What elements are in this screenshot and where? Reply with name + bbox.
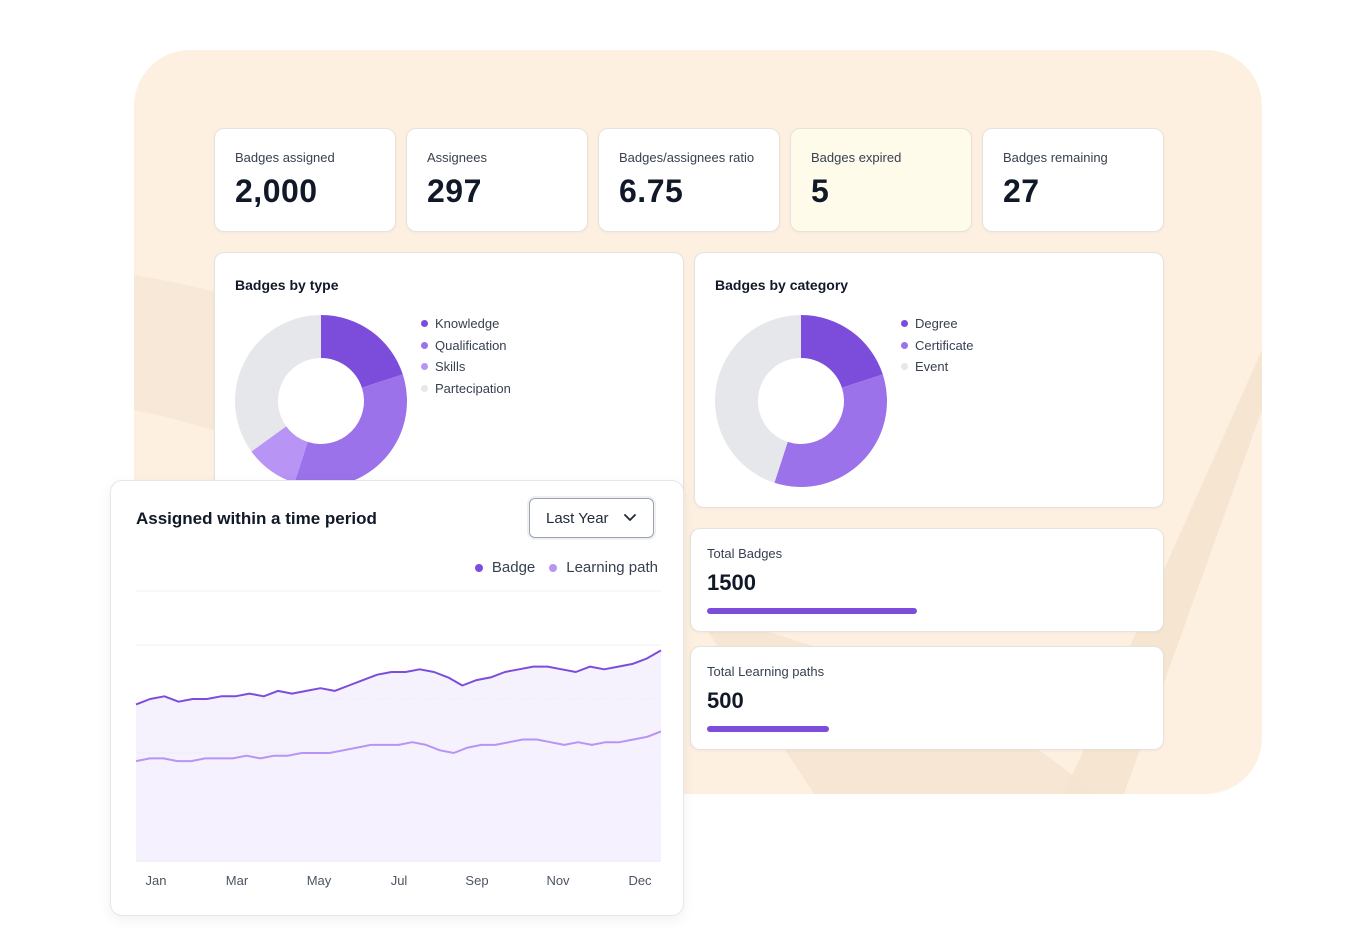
legend-label: Skills (435, 359, 466, 375)
legend-item-partecipation: Partecipation (421, 378, 511, 400)
legend-item-knowledge: Knowledge (421, 313, 511, 335)
stat-card-badges-expired: Badges expired 5 (790, 128, 972, 232)
legend-label: Knowledge (435, 316, 500, 332)
type-slice-partecipation (235, 315, 321, 452)
stat-card-ratio: Badges/assignees ratio 6.75 (598, 128, 780, 232)
total-badges-progress (707, 608, 1127, 614)
stat-value: 5 (811, 173, 830, 209)
stat-value: 27 (1003, 173, 1040, 209)
stat-value: 297 (427, 173, 482, 209)
x-tick-label: Jan (146, 873, 167, 888)
total-label: Total Learning paths (707, 664, 825, 679)
badges-by-category-donut (715, 315, 887, 487)
legend-dot (901, 363, 908, 371)
legend-item-qualification: Qualification (421, 335, 511, 357)
total-value: 1500 (707, 570, 756, 595)
area-chart: Jan Mar May Jul Sep Nov Dec (135, 590, 662, 888)
assigned-time-period-card: Assigned within a time period Last Year … (110, 480, 684, 916)
badges-by-category-panel: Badges by category Degree Certificate Ev… (694, 252, 1164, 508)
panel-title: Badges by category (715, 277, 849, 293)
type-slice-qualification (294, 374, 407, 487)
total-learning-paths-progress (707, 726, 1127, 732)
stat-card-assignees: Assignees 297 (406, 128, 588, 232)
stat-value: 6.75 (619, 173, 684, 209)
total-badges-card: Total Badges 1500 (690, 528, 1164, 632)
total-learning-paths-card: Total Learning paths 500 (690, 646, 1164, 750)
legend-item-event: Event (901, 356, 974, 378)
x-tick-label: Sep (465, 873, 488, 888)
stat-value: 2,000 (235, 173, 318, 209)
period-dropdown[interactable]: Last Year (529, 498, 654, 538)
category-slice-event (715, 315, 801, 483)
x-tick-label: Mar (226, 873, 249, 888)
stat-label: Badges remaining (1003, 150, 1108, 165)
type-slice-skills (251, 426, 308, 483)
badges-by-category-legend: Degree Certificate Event (901, 313, 974, 378)
legend-dot (901, 320, 908, 328)
x-tick-label: Jul (391, 873, 408, 888)
stat-label: Badges/assignees ratio (619, 150, 755, 165)
series-line-badge (135, 649, 662, 706)
badges-by-type-panel: Badges by type Knowledge Qualification S… (214, 252, 684, 508)
category-slice-certificate (774, 374, 887, 487)
stat-card-badges-remaining: Badges remaining 27 (982, 128, 1164, 232)
legend-dot (421, 363, 428, 371)
legend-item-skills: Skills (421, 356, 511, 378)
total-label: Total Badges (707, 546, 783, 561)
legend-label: Event (915, 359, 949, 375)
progress-fill (707, 608, 917, 614)
legend-label: Degree (915, 316, 958, 332)
legend-label: Qualification (435, 337, 507, 353)
legend-label: Partecipation (435, 380, 511, 396)
legend-item-learning-path: Learning path (549, 559, 658, 576)
progress-fill (707, 726, 829, 732)
badges-by-type-donut (235, 315, 407, 487)
chevron-down-icon (624, 514, 636, 521)
legend-item-certificate: Certificate (901, 335, 974, 357)
x-tick-label: Dec (628, 873, 652, 888)
stat-label: Assignees (427, 150, 487, 165)
x-tick-label: May (307, 873, 332, 888)
panel-title: Badges by type (235, 277, 339, 293)
legend-item-degree: Degree (901, 313, 974, 335)
area-fill-learning-path (136, 731, 661, 861)
total-value: 500 (707, 688, 744, 713)
legend-dot (901, 341, 908, 349)
dropdown-value: Last Year (546, 509, 609, 527)
legend-dot (421, 341, 428, 349)
x-tick-label: Nov (546, 873, 570, 888)
type-slice-knowledge (321, 315, 403, 388)
stat-label: Badges expired (811, 150, 902, 165)
stat-label: Badges assigned (235, 150, 335, 165)
chart-legend: Badge Learning path (474, 559, 658, 576)
legend-dot (474, 563, 483, 572)
legend-label: Badge (491, 559, 536, 576)
badges-by-type-legend: Knowledge Qualification Skills Partecipa… (421, 313, 511, 399)
stat-card-badges-assigned: Badges assigned 2,000 (214, 128, 396, 232)
chart-title: Assigned within a time period (136, 509, 377, 528)
legend-dot (421, 384, 428, 392)
category-slice-degree (801, 315, 883, 388)
legend-dot (549, 563, 558, 572)
legend-dot (421, 320, 428, 328)
legend-label: Certificate (915, 337, 974, 353)
legend-item-badge: Badge (474, 559, 536, 576)
legend-label: Learning path (566, 559, 658, 576)
series-line-learning-path (135, 730, 662, 763)
